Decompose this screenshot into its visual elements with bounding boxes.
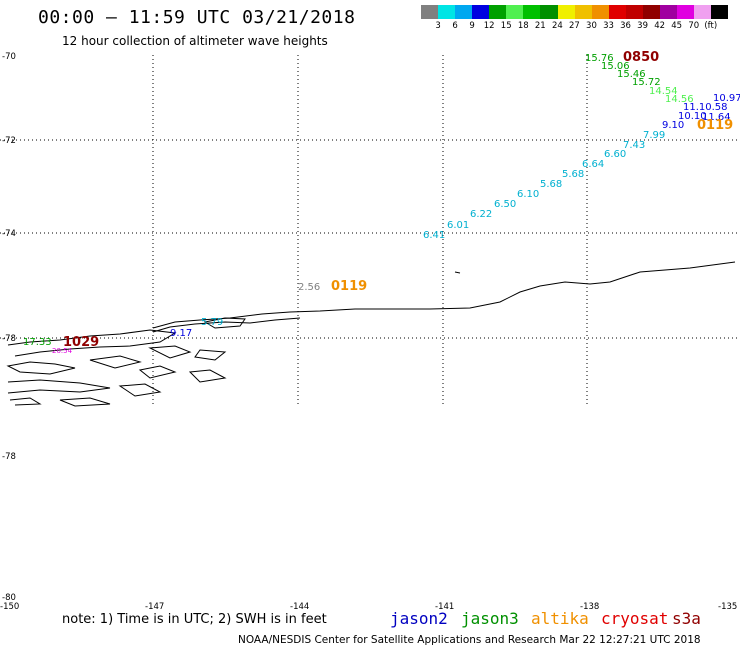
map-subtitle: 12 hour collection of altimeter wave hei… [62, 34, 328, 48]
wave-height-label: 6.01 [447, 220, 470, 231]
lon-label: -150 [0, 602, 20, 612]
lon-label: -147 [145, 602, 165, 612]
color-swatch [489, 5, 507, 19]
legend-s3a: s3a [672, 609, 701, 628]
color-scale-label: (ft) [704, 21, 718, 31]
wave-height-label: 6.22 [470, 209, 493, 220]
lon-label: -144 [290, 602, 310, 612]
wave-height-label: 11.64 [702, 112, 731, 123]
color-swatch [455, 5, 473, 19]
wave-height-label: 10.10 [678, 111, 707, 122]
color-scale-label: 3 [435, 21, 441, 31]
color-scale-label: 70 [688, 21, 700, 31]
wave-height-label: 15.72 [632, 77, 661, 88]
wave-height-label: 6.41 [423, 230, 446, 241]
color-swatch [659, 5, 677, 19]
color-scale-label: 27 [568, 21, 580, 31]
color-scale-label: 24 [551, 21, 563, 31]
color-swatch [711, 5, 729, 19]
color-swatch [523, 5, 541, 19]
wave-height-color-scale [421, 5, 729, 19]
time-label: 0119 [697, 118, 734, 133]
color-scale-label: 6 [452, 21, 458, 31]
color-scale-label: 33 [603, 21, 614, 31]
wave-height-label: 6.60 [604, 149, 627, 160]
lat-label: -70 [2, 52, 16, 62]
lat-label: -78 [2, 334, 16, 344]
lon-label: -138 [580, 602, 600, 612]
wave-height-label: 10.97 [713, 93, 740, 104]
color-scale-label: 36 [620, 21, 631, 31]
color-swatch [438, 5, 456, 19]
wave-height-label: 5.68 [562, 169, 585, 180]
color-scale-label: 45 [671, 21, 683, 31]
wave-height-label: 20.54 [52, 347, 73, 355]
lat-label: -72 [2, 136, 16, 146]
wave-height-label: 9.17 [170, 328, 193, 339]
color-scale-labels: 3 6 9 12 15 18 21 24 27 30 33 36 39 42 45 70 (ft) [421, 21, 740, 31]
wave-height-label: 5.68 [540, 179, 563, 190]
color-scale-label: 12 [483, 21, 495, 31]
wave-height-label: 17.33 [23, 337, 52, 348]
wave-height-label: 6.10 [517, 189, 540, 200]
color-swatch [676, 5, 694, 19]
legend-jason3: jason3 [461, 609, 519, 628]
color-scale-label: 30 [586, 21, 597, 31]
wave-height-label: 15.46 [617, 69, 646, 80]
wave-height-label: 5.79 [201, 317, 224, 328]
color-scale-label: 39 [637, 21, 648, 31]
color-swatch [591, 5, 609, 19]
legend-jason2: jason2 [390, 609, 448, 628]
lat-label: -74 [2, 229, 16, 239]
color-swatch [608, 5, 626, 19]
wave-height-label: 11.10.58 [683, 102, 728, 113]
lon-label: -141 [435, 602, 455, 612]
map-title: 00:00 – 11:59 UTC 03/21/2018 [38, 7, 356, 28]
legend-cryosat: cryosat [601, 609, 669, 628]
wave-height-label: 14.56 [665, 94, 694, 105]
wave-height-label: 6.50 [494, 199, 517, 210]
lat-label: -78 [2, 452, 16, 462]
color-swatch [472, 5, 490, 19]
map-grid [0, 55, 740, 405]
wave-height-label: 9.10 [662, 120, 685, 131]
wave-height-label: 15.76 [585, 53, 614, 64]
note-text: note: 1) Time is in UTC; 2) SWH is in fe… [62, 612, 327, 627]
wave-height-label: 6.64 [582, 159, 605, 170]
color-swatch [694, 5, 712, 19]
time-label: 0850 [623, 50, 660, 65]
coastline [6, 261, 736, 407]
color-swatch [421, 5, 439, 19]
time-label: 0119 [331, 279, 368, 294]
color-swatch [506, 5, 524, 19]
color-scale-label: 42 [654, 21, 666, 31]
color-swatch [574, 5, 592, 19]
color-scale-label: 18 [517, 21, 529, 31]
time-label: 1029 [63, 335, 100, 350]
lon-label: -135 [718, 602, 738, 612]
wave-height-label: 7.99 [643, 130, 666, 141]
wave-height-label: 2.56 [298, 282, 321, 293]
color-scale-label: 9 [469, 21, 475, 31]
wave-height-label: 14.54 [649, 86, 678, 97]
wave-height-label: 7.43 [623, 140, 646, 151]
wave-height-label: 15.06 [601, 61, 630, 72]
color-swatch [642, 5, 660, 19]
legend-altika: altika [531, 609, 589, 628]
lat-label: -80 [2, 593, 16, 603]
color-swatch [540, 5, 558, 19]
credit-line: NOAA/NESDIS Center for Satellite Applica… [238, 634, 701, 646]
color-scale-label: 21 [534, 21, 546, 31]
color-swatch [625, 5, 643, 19]
color-scale-label: 15 [500, 21, 512, 31]
color-swatch [557, 5, 575, 19]
